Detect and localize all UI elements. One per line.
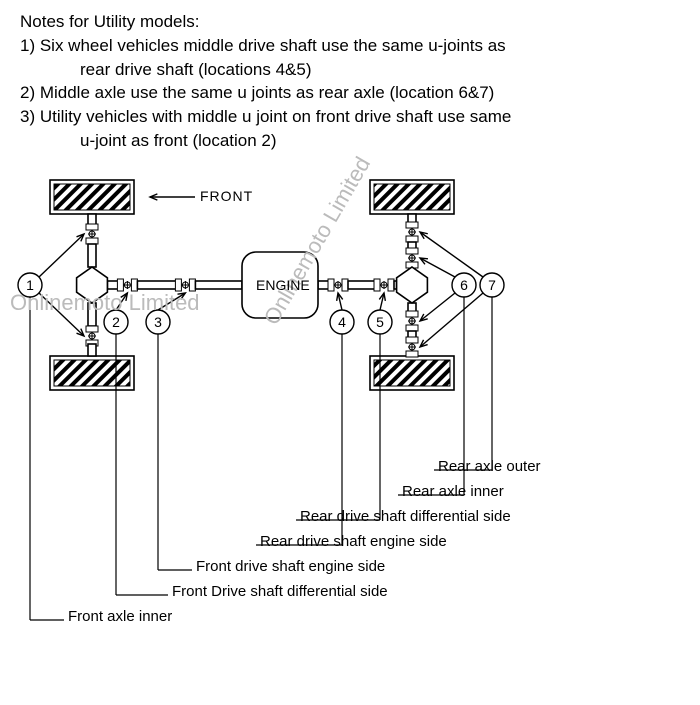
svg-text:3: 3 <box>154 314 162 330</box>
front-label: FRONT <box>200 188 253 204</box>
note-3b: u-joint as front (location 2) <box>20 129 680 153</box>
callout-label-1: Front axle inner <box>68 608 172 625</box>
note-2: 2) Middle axle use the same u joints as … <box>20 81 680 105</box>
svg-text:1: 1 <box>26 277 34 293</box>
notes-block: Notes for Utility models: 1) Six wheel v… <box>20 10 680 153</box>
callout-label-2: Front Drive shaft differential side <box>172 583 388 600</box>
engine-label: ENGINE <box>256 277 310 293</box>
note-1b: rear drive shaft (locations 4&5) <box>20 58 680 82</box>
callout-label-7: Rear axle outer <box>438 458 541 475</box>
callout-label-3: Front drive shaft engine side <box>196 558 385 575</box>
callout-label-5: Rear drive shaft differential side <box>300 508 511 525</box>
drivetrain-diagram: 1234567 Onlinemoto Limited Onlinemoto Li… <box>0 160 700 700</box>
svg-text:6: 6 <box>460 277 468 293</box>
note-1a: 1) Six wheel vehicles middle drive shaft… <box>20 34 680 58</box>
callout-label-4: Rear drive shaft engine side <box>260 533 447 550</box>
svg-text:7: 7 <box>488 277 496 293</box>
callout-label-6: Rear axle inner <box>402 483 504 500</box>
note-3a: 3) Utility vehicles with middle u joint … <box>20 105 680 129</box>
svg-text:5: 5 <box>376 314 384 330</box>
svg-text:4: 4 <box>338 314 346 330</box>
svg-text:2: 2 <box>112 314 120 330</box>
notes-heading: Notes for Utility models: <box>20 12 200 31</box>
